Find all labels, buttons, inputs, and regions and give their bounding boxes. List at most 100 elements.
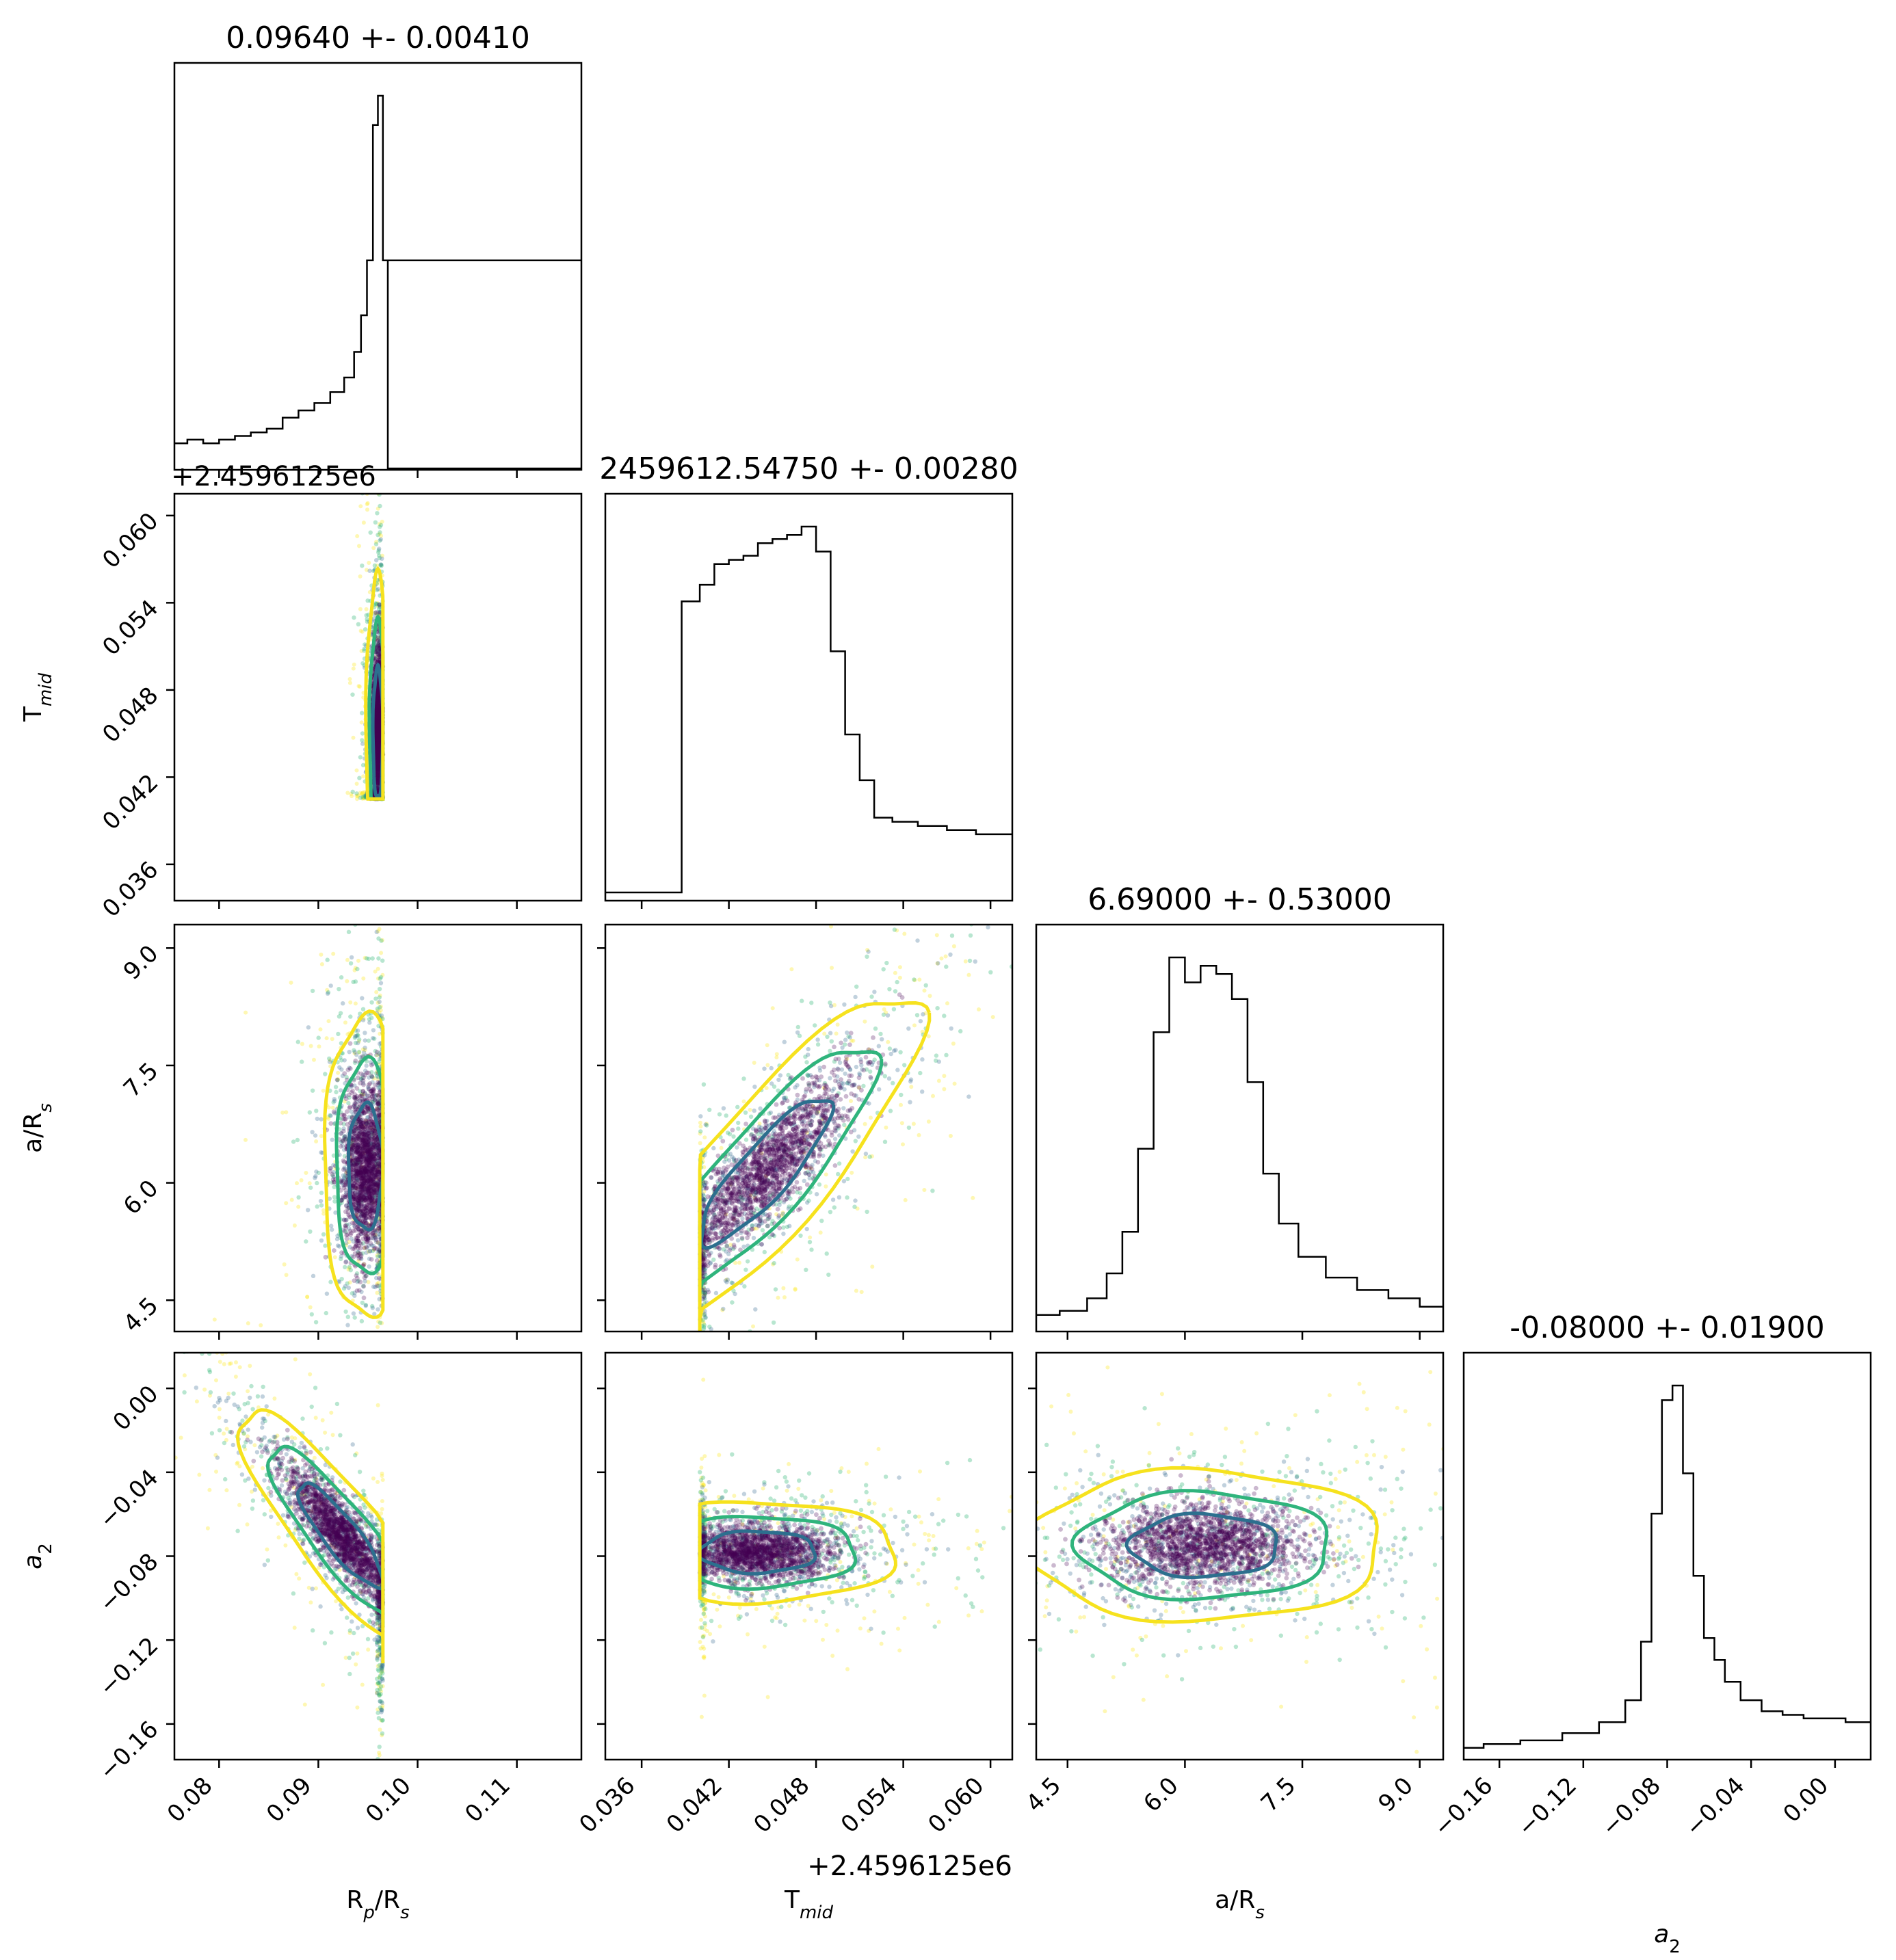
- data-point: [375, 778, 380, 783]
- data-point: [373, 610, 378, 615]
- data-point: [376, 1368, 380, 1373]
- data-point: [361, 1347, 365, 1351]
- data-point: [367, 1341, 371, 1345]
- data-point: [376, 548, 381, 553]
- data-point: [376, 728, 380, 733]
- data-point: [332, 1199, 337, 1204]
- data-point: [377, 708, 382, 713]
- data-point: [375, 580, 380, 585]
- data-point: [374, 753, 380, 758]
- data-point: [362, 1463, 366, 1467]
- data-point: [377, 726, 382, 730]
- data-point: [374, 725, 380, 730]
- data-point: [335, 1243, 341, 1248]
- data-point: [376, 780, 380, 784]
- data-point: [377, 730, 382, 735]
- data-point: [375, 738, 380, 743]
- data-point: [371, 1028, 376, 1033]
- data-point: [375, 766, 380, 771]
- data-point: [328, 1280, 333, 1284]
- data-point: [375, 706, 380, 712]
- data-point: [300, 1042, 304, 1046]
- data-point: [324, 1310, 328, 1316]
- data-point: [377, 728, 382, 734]
- data-point: [375, 741, 380, 746]
- data-point: [375, 602, 380, 607]
- data-point: [308, 1305, 313, 1310]
- data-point: [374, 730, 380, 736]
- data-point: [373, 749, 379, 754]
- data-point: [347, 680, 352, 685]
- data-point: [375, 696, 380, 702]
- data-point: [304, 1239, 308, 1244]
- data-point: [374, 766, 380, 771]
- data-point: [376, 641, 381, 646]
- data-point: [375, 736, 380, 741]
- data-point: [377, 730, 382, 735]
- data-point: [376, 712, 382, 717]
- data-point: [364, 607, 369, 611]
- data-point: [373, 732, 379, 737]
- data-point: [376, 779, 381, 784]
- data-point: [376, 696, 381, 702]
- data-point: [376, 704, 382, 708]
- data-point: [376, 786, 380, 791]
- data-point: [376, 639, 381, 645]
- data-point: [300, 905, 304, 910]
- data-point: [311, 1273, 316, 1279]
- data-point: [375, 749, 380, 754]
- data-point: [361, 795, 366, 800]
- data-point: [376, 724, 381, 730]
- data-point: [350, 794, 354, 799]
- data-point: [374, 722, 380, 728]
- data-point: [377, 718, 382, 724]
- data-point: [376, 750, 380, 754]
- data-point: [374, 715, 379, 721]
- data-point: [304, 1171, 308, 1175]
- data-point: [378, 711, 382, 715]
- data-point: [354, 768, 359, 773]
- data-point: [360, 1300, 365, 1306]
- data-point: [376, 730, 381, 735]
- data-point: [334, 1077, 340, 1083]
- data-point: [376, 754, 380, 758]
- data-point: [376, 714, 381, 719]
- data-point: [373, 722, 379, 728]
- data-point: [376, 735, 382, 740]
- data-point: [377, 726, 382, 732]
- data-point: [374, 707, 379, 713]
- data-point: [359, 791, 364, 796]
- data-point: [379, 564, 384, 568]
- data-point: [376, 735, 381, 741]
- data-point: [373, 709, 379, 714]
- data-point: [377, 987, 382, 992]
- data-point: [327, 1426, 331, 1430]
- data-point: [377, 701, 382, 706]
- data-point: [364, 1337, 368, 1341]
- data-point: [378, 503, 382, 509]
- data-point: [378, 1426, 382, 1430]
- data-point: [376, 687, 380, 692]
- data-point: [376, 751, 382, 756]
- data-point: [372, 1432, 376, 1436]
- data-point: [376, 700, 382, 705]
- data-point: [376, 728, 380, 734]
- data-point: [376, 759, 381, 765]
- data-point: [376, 1348, 380, 1352]
- data-point: [306, 1025, 311, 1030]
- data-point: [375, 722, 380, 727]
- data-point: [376, 726, 382, 730]
- data-point: [354, 1086, 360, 1091]
- data-point: [376, 704, 380, 709]
- data-point: [375, 763, 380, 769]
- data-point: [378, 735, 382, 741]
- data-point: [377, 732, 382, 737]
- data-point: [378, 538, 382, 543]
- data-point: [331, 1415, 335, 1419]
- data-point: [319, 1134, 324, 1139]
- data-point: [377, 737, 382, 743]
- data-point: [376, 724, 381, 730]
- data-point: [376, 728, 380, 732]
- data-point: [373, 732, 379, 738]
- data-point: [376, 720, 380, 726]
